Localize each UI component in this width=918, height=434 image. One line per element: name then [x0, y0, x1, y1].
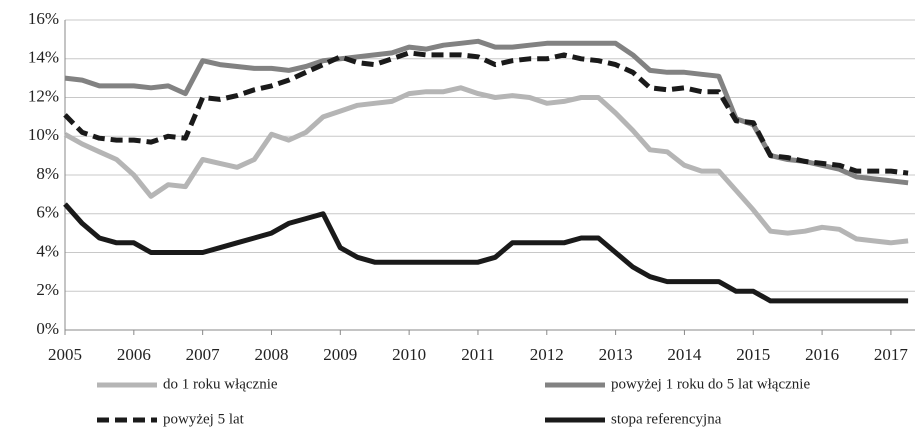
x-tick-label: 2015: [736, 345, 770, 364]
y-tick-label: 6%: [36, 203, 59, 222]
series-line: [63, 202, 909, 304]
y-tick-label: 4%: [36, 241, 59, 260]
x-tick-label: 2012: [530, 345, 564, 364]
x-tick-label: 2013: [599, 345, 633, 364]
series-line: [63, 85, 909, 246]
legend-label: do 1 roku włącznie: [163, 376, 278, 392]
series-line: [63, 50, 909, 176]
legend-label: powyżej 1 roku do 5 lat włącznie: [611, 376, 810, 392]
x-tick-label: 2014: [667, 345, 702, 364]
y-tick-label: 16%: [28, 9, 59, 28]
y-tick-label: 2%: [36, 280, 59, 299]
x-tick-label: 2017: [874, 345, 909, 364]
x-tick-label: 2016: [805, 345, 839, 364]
x-tick-label: 2010: [392, 345, 426, 364]
y-tick-label: 10%: [28, 125, 59, 144]
x-tick-label: 2011: [461, 345, 494, 364]
x-tick-label: 2008: [254, 345, 288, 364]
y-tick-label: 8%: [36, 164, 59, 183]
y-tick-label: 12%: [28, 86, 59, 105]
y-tick-label: 14%: [28, 48, 59, 67]
x-tick-label: 2005: [48, 345, 82, 364]
x-tick-label: 2009: [323, 345, 357, 364]
y-tick-label: 0%: [36, 319, 59, 338]
legend-label: stopa referencyjna: [611, 411, 722, 427]
x-tick-label: 2007: [186, 345, 221, 364]
legend-label: powyżej 5 lat: [163, 411, 245, 427]
x-tick-label: 2006: [117, 345, 151, 364]
